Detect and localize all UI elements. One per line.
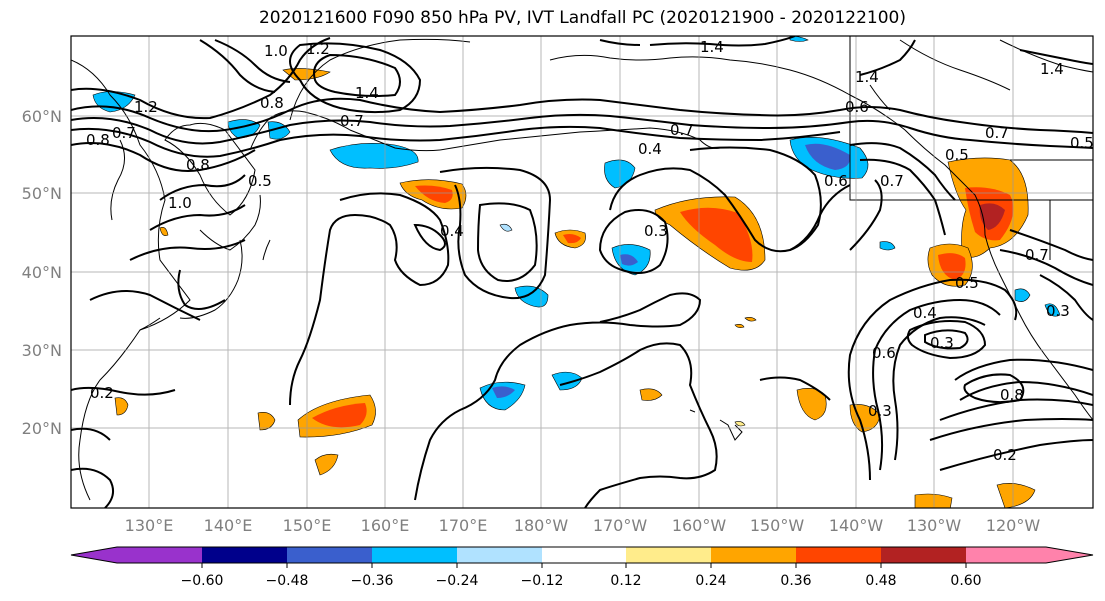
contour-labels: 1.0 1.2 1.4 1.4 1.4 1.4 0.8 1.2 0.7 0.8 … (86, 38, 1094, 464)
contour-label: 1.4 (855, 68, 879, 86)
colorbar-segment (457, 547, 542, 563)
contour-label: 0.7 (112, 124, 136, 142)
map-title: 2020121600 F090 850 hPa PV, IVT Landfall… (258, 8, 906, 28)
colorbar-tick: 0.60 (950, 573, 981, 589)
colorbar-segment (117, 547, 202, 563)
lon-label: 160°W (672, 516, 727, 535)
lon-label: 150°W (750, 516, 805, 535)
contour-label: 0.3 (1046, 302, 1070, 320)
contour-label: 0.7 (1025, 246, 1049, 264)
gridlines (71, 36, 1093, 508)
contour-label: 1.0 (168, 194, 192, 212)
lat-label: 40°N (22, 263, 62, 282)
lon-label: 170°E (439, 516, 488, 535)
colorbar-tick: −0.36 (351, 573, 394, 589)
lon-label: 180°W (514, 516, 569, 535)
contour-label: 0.5 (945, 146, 969, 164)
contour-label: 0.5 (955, 274, 979, 292)
contour-label: 1.2 (306, 40, 330, 58)
contour-label: 1.4 (355, 84, 379, 102)
colorbar-segment (711, 547, 796, 563)
colorbar-segment (542, 547, 626, 563)
contour-label: 0.8 (86, 131, 110, 149)
contour-label: 0.6 (872, 344, 896, 362)
lat-label: 50°N (22, 184, 62, 203)
contour-label: 0.5 (248, 172, 272, 190)
colorbar-segment (372, 547, 457, 563)
colorbar-segment (71, 547, 118, 563)
pv-contours (71, 36, 1093, 508)
colorbar-tick: −0.24 (436, 573, 479, 589)
contour-label: 0.3 (644, 222, 668, 240)
colorbar-segment (202, 547, 287, 563)
lon-label: 160°E (361, 516, 410, 535)
lat-label: 30°N (22, 341, 62, 360)
contour-label: 1.4 (1040, 60, 1064, 78)
contour-label: 0.8 (1000, 386, 1024, 404)
colorbar: −0.60 −0.48 −0.36 −0.24 −0.12 0.12 0.24 … (70, 546, 1094, 589)
contour-label: 0.7 (880, 172, 904, 190)
lat-label: 60°N (22, 107, 62, 126)
contour-label: 0.8 (260, 94, 284, 112)
colorbar-tick: 0.12 (610, 573, 641, 589)
colorbar-tick: −0.12 (521, 573, 564, 589)
colorbar-tick: −0.48 (266, 573, 309, 589)
colorbar-segment (626, 547, 711, 563)
colorbar-segment (881, 547, 966, 563)
pc-shading (92, 36, 1061, 508)
contour-label: 1.2 (134, 98, 158, 116)
contour-label: 0.7 (340, 112, 364, 130)
contour-label: 0.4 (440, 222, 464, 240)
contour-label: 0.8 (186, 156, 210, 174)
lon-label: 130°E (125, 516, 174, 535)
contour-label: 0.4 (638, 140, 662, 158)
lon-label: 140°W (829, 516, 884, 535)
colorbar-segment (287, 547, 372, 563)
lon-label: 170°W (593, 516, 648, 535)
contour-label: 0.3 (868, 402, 892, 420)
colorbar-segment (1046, 547, 1093, 563)
contour-label: 0.3 (930, 334, 954, 352)
lon-label: 150°E (283, 516, 332, 535)
contour-label: 0.2 (90, 384, 114, 402)
colorbar-tick: 0.24 (695, 573, 726, 589)
map-frame (70, 35, 1094, 509)
map-plot-area: 1.0 1.2 1.4 1.4 1.4 1.4 0.8 1.2 0.7 0.8 … (71, 36, 1094, 508)
colorbar-segment (966, 547, 1047, 563)
lon-label: 140°E (204, 516, 253, 535)
contour-label: 0.4 (913, 304, 937, 322)
colorbar-tick: −0.60 (181, 573, 224, 589)
contour-label: 0.6 (845, 98, 869, 116)
contour-label: 1.0 (264, 42, 288, 60)
contour-label: 0.7 (985, 124, 1009, 142)
colorbar-tick: 0.36 (780, 573, 811, 589)
colorbar-segment (796, 547, 881, 563)
contour-label: 0.7 (670, 121, 694, 139)
lat-label: 20°N (22, 419, 62, 438)
latitude-labels: 60°N 50°N 40°N 30°N 20°N (22, 107, 62, 438)
lon-label: 120°W (986, 516, 1041, 535)
colorbar-tick: 0.48 (865, 573, 896, 589)
contour-label: 0.6 (824, 172, 848, 190)
contour-label: 0.5 (1070, 134, 1094, 152)
lon-label: 130°W (907, 516, 962, 535)
longitude-labels: 130°E 140°E 150°E 160°E 170°E 180°W 170°… (125, 516, 1041, 535)
contour-label: 0.2 (993, 446, 1017, 464)
contour-label: 1.4 (700, 38, 724, 56)
